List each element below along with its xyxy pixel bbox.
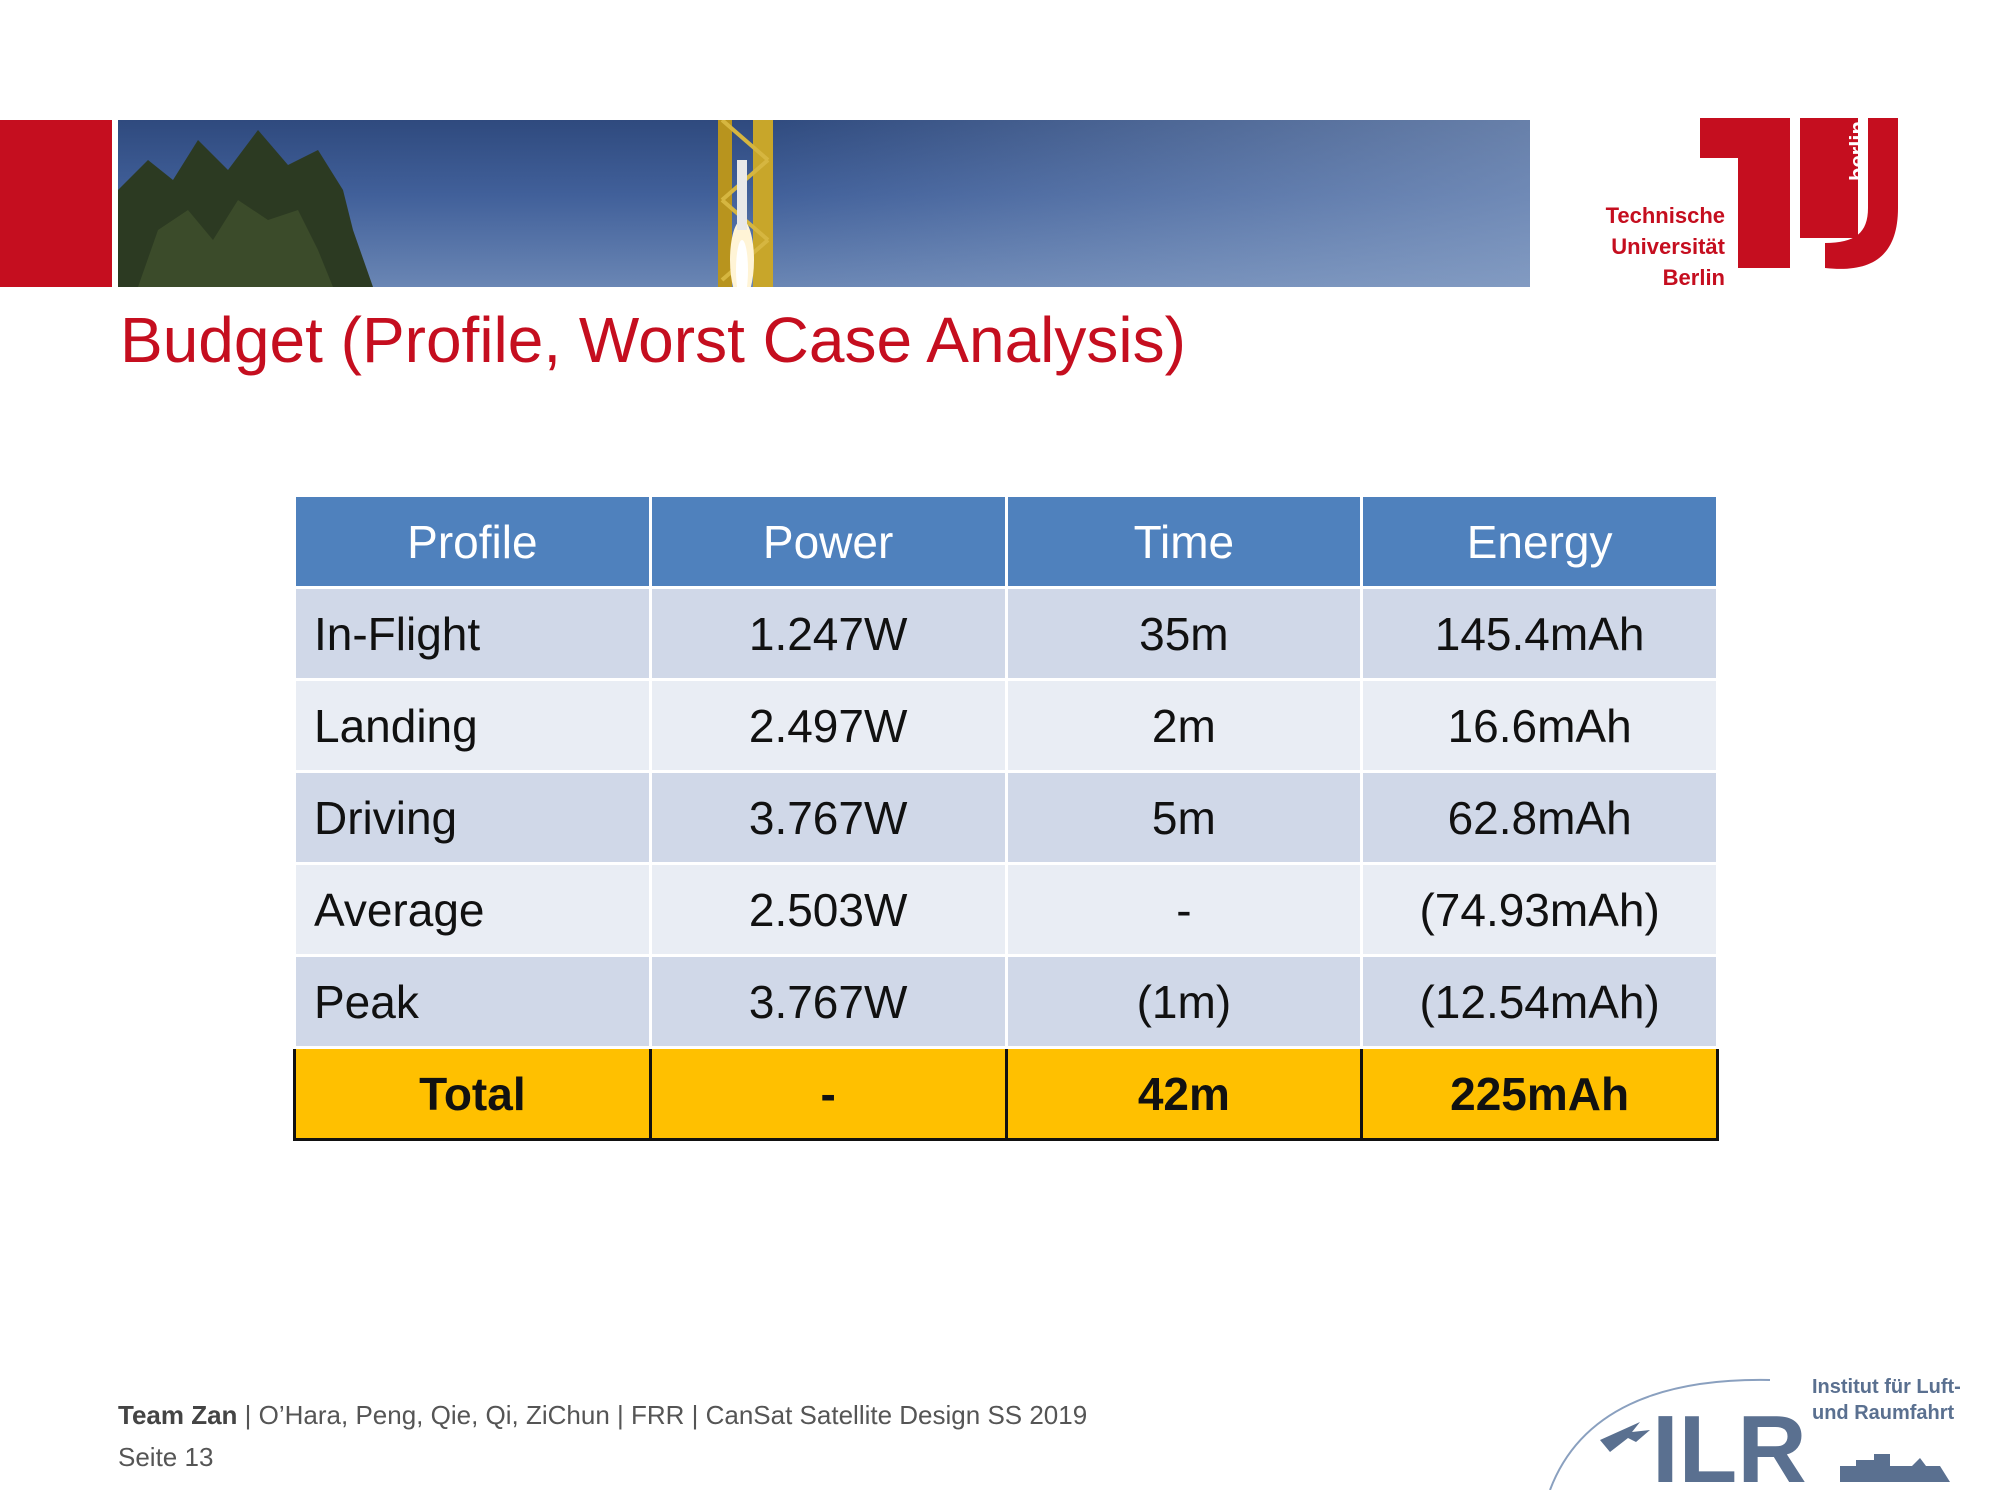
cell-time: 2m	[1004, 678, 1364, 773]
ilr-institute-text: Institut für Luft- und Raumfahrt	[1812, 1376, 1961, 1424]
tu-berlin-side-label: berlin	[1845, 121, 1870, 181]
cell-power: 2.497W	[648, 678, 1008, 773]
total-energy: 225mAh	[1360, 1046, 1719, 1141]
column-header-time: Time	[1004, 494, 1364, 589]
footer-credits: Team Zan | O’Hara, Peng, Qie, Qi, ZiChun…	[118, 1400, 1087, 1431]
table-row: Peak 3.767W (1m) (12.54mAh)	[293, 954, 1719, 1049]
table-row: Landing 2.497W 2m 16.6mAh	[293, 678, 1719, 773]
tu-berlin-logo	[1700, 118, 1898, 269]
cell-profile: Driving	[293, 770, 652, 865]
page-number: Seite 13	[118, 1442, 214, 1472]
footer-details: | O’Hara, Peng, Qie, Qi, ZiChun | FRR | …	[237, 1400, 1088, 1430]
cell-energy: 62.8mAh	[1360, 770, 1719, 865]
budget-table: Profile Power Time Energy In-Flight 1.24…	[293, 494, 1719, 1141]
cell-power: 1.247W	[648, 586, 1008, 681]
column-header-profile: Profile	[293, 494, 652, 589]
cell-time: -	[1004, 862, 1364, 957]
total-label: Total	[293, 1046, 652, 1141]
cell-time: 5m	[1004, 770, 1364, 865]
total-power: -	[648, 1046, 1008, 1141]
cell-profile: In-Flight	[293, 586, 652, 681]
table-header-row: Profile Power Time Energy	[293, 494, 1719, 589]
table-row: Driving 3.767W 5m 62.8mAh	[293, 770, 1719, 865]
header-red-block	[0, 120, 112, 287]
cell-profile: Average	[293, 862, 652, 957]
cell-energy: (74.93mAh)	[1360, 862, 1719, 957]
cell-energy: (12.54mAh)	[1360, 954, 1719, 1049]
footer-team: Team Zan	[118, 1400, 238, 1430]
tu-berlin-logo-text: Technische Universität Berlin	[1605, 203, 1725, 290]
cell-power: 3.767W	[648, 954, 1008, 1049]
table-row: Average 2.503W - (74.93mAh)	[293, 862, 1719, 957]
cell-energy: 145.4mAh	[1360, 586, 1719, 681]
slide-title: Budget (Profile, Worst Case Analysis)	[120, 304, 1186, 376]
table-total-row: Total - 42m 225mAh	[293, 1046, 1719, 1141]
cell-energy: 16.6mAh	[1360, 678, 1719, 773]
cell-profile: Peak	[293, 954, 652, 1049]
ilr-letters: ILR	[1652, 1396, 1807, 1490]
cell-power: 2.503W	[648, 862, 1008, 957]
rocket-launch-illustration	[118, 120, 773, 287]
header-banner-image	[118, 120, 1530, 287]
total-time: 42m	[1004, 1046, 1364, 1141]
table-row: In-Flight 1.247W 35m 145.4mAh	[293, 586, 1719, 681]
cell-power: 3.767W	[648, 770, 1008, 865]
cell-profile: Landing	[293, 678, 652, 773]
cell-time: 35m	[1004, 586, 1364, 681]
column-header-energy: Energy	[1360, 494, 1719, 589]
column-header-power: Power	[648, 494, 1008, 589]
cell-time: (1m)	[1004, 954, 1364, 1049]
ilr-logo: ILR	[1549, 1378, 1950, 1490]
